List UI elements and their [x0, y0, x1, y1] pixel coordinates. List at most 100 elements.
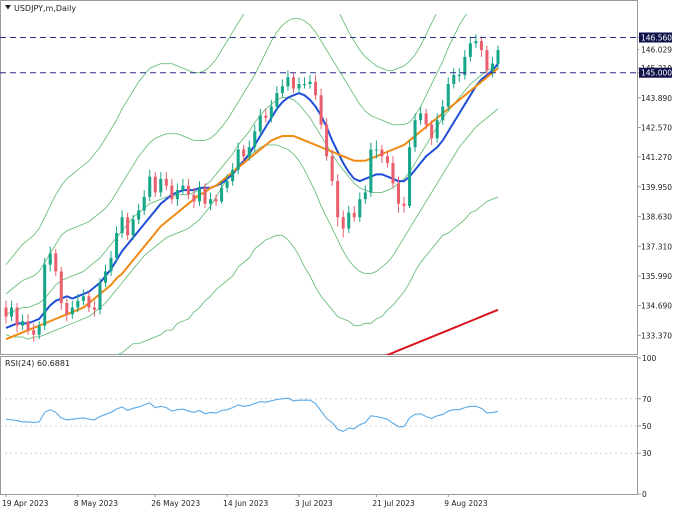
candle — [302, 77, 307, 89]
candle — [308, 74, 312, 89]
candle — [247, 140, 251, 161]
candle — [485, 45, 489, 75]
candle-body — [347, 212, 351, 229]
bollinger-mid-line — [5, 65, 499, 315]
candle — [192, 187, 196, 209]
candle-body — [468, 43, 472, 57]
candle-body — [374, 149, 378, 151]
date-tick-label: 9 Aug 2023 — [444, 499, 487, 508]
candle-body — [430, 124, 434, 139]
candle — [181, 178, 185, 195]
candle — [457, 68, 461, 82]
candle — [175, 183, 179, 206]
candle-body — [70, 307, 74, 315]
candle — [452, 68, 456, 89]
candle-body — [220, 187, 224, 202]
candle-body — [325, 124, 329, 157]
candle — [76, 294, 80, 313]
candle — [236, 142, 240, 175]
rsi-series-line — [5, 397, 499, 433]
candle — [479, 36, 483, 57]
candle-body — [15, 307, 19, 326]
candle — [32, 323, 36, 342]
candle — [391, 156, 395, 188]
price-tick-label: 146.029 — [641, 45, 672, 54]
date-tick-label: 19 Apr 2023 — [2, 499, 49, 508]
candle — [92, 300, 96, 317]
candle-body — [302, 84, 307, 86]
candle-body — [115, 233, 119, 258]
candle-body — [192, 194, 196, 202]
candle-body — [109, 257, 113, 272]
candle — [10, 300, 14, 322]
candle-body — [435, 120, 439, 139]
candle — [159, 172, 163, 197]
price-tick-label: 137.310 — [641, 242, 672, 251]
candle — [126, 212, 130, 240]
candle — [275, 86, 279, 112]
candle — [314, 74, 318, 100]
candle — [214, 194, 218, 206]
candle-body — [253, 131, 257, 148]
candle-body — [385, 156, 389, 164]
candle-body — [4, 307, 8, 317]
price-tick-label: 146.560 — [641, 33, 672, 42]
candle-body — [446, 84, 450, 107]
candle — [435, 113, 439, 143]
rsi-title: RSI(24) 60.6881 — [5, 359, 70, 368]
bollinger-bands — [5, 14, 499, 355]
candle-body — [26, 321, 30, 331]
candle-body — [408, 147, 412, 206]
candle — [15, 303, 19, 333]
candle — [374, 140, 378, 159]
candle — [137, 203, 141, 225]
candle-body — [280, 86, 284, 94]
candle-body — [242, 149, 246, 157]
candle-body — [236, 149, 240, 170]
candle — [153, 172, 157, 197]
candle-body — [131, 219, 135, 236]
candle — [430, 120, 434, 145]
candle — [396, 176, 401, 213]
candle-body — [81, 296, 85, 301]
candle — [203, 183, 207, 209]
price-tick-label: 143.890 — [641, 94, 672, 103]
collapse-triangle-icon[interactable] — [5, 5, 11, 10]
price-tick-label: 138.630 — [641, 213, 672, 222]
candle — [468, 36, 472, 62]
price-tag — [639, 32, 672, 43]
candle — [59, 266, 63, 310]
candle — [109, 251, 113, 276]
candlesticks — [4, 34, 500, 342]
candle — [87, 291, 91, 313]
candle — [70, 300, 74, 319]
candle — [258, 108, 262, 136]
candle — [380, 144, 384, 164]
candle-body — [413, 120, 417, 148]
main-pane-frame — [0, 0, 638, 355]
candle-body — [186, 185, 190, 195]
candle-body — [32, 330, 36, 335]
candle — [186, 178, 190, 200]
candle-body — [159, 178, 163, 193]
candle-body — [396, 183, 401, 204]
candle-body — [419, 113, 423, 121]
candle — [358, 192, 362, 222]
date-tick-label: 3 Jul 2023 — [295, 499, 333, 508]
price-tick-label: 145.000 — [641, 69, 672, 78]
candle — [363, 185, 367, 204]
candle-body — [479, 41, 483, 51]
candle-body — [258, 115, 262, 132]
candle — [115, 226, 119, 263]
candle-body — [170, 185, 174, 200]
candle-body — [87, 296, 91, 308]
candle — [297, 77, 301, 94]
candle-body — [148, 176, 152, 197]
candle-body — [291, 77, 295, 89]
candle — [441, 99, 445, 125]
candle — [21, 314, 25, 331]
candle — [220, 181, 224, 204]
candle-body — [48, 253, 52, 265]
candle-body — [247, 147, 251, 157]
